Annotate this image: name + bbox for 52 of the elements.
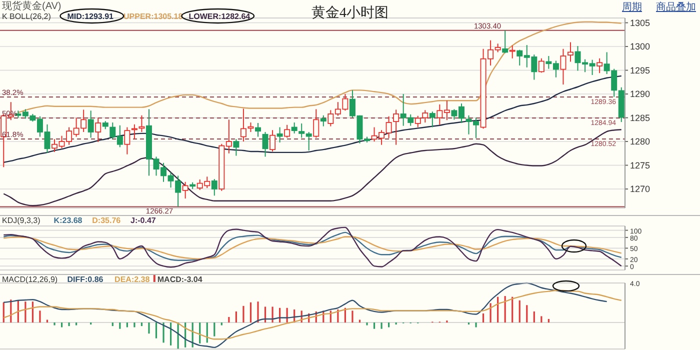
line-series (3, 232, 622, 261)
candlestick (88, 110, 94, 138)
candlestick (568, 42, 574, 62)
candlestick (255, 122, 261, 138)
candlestick (276, 126, 283, 143)
candlestick (95, 117, 102, 142)
candlestick (596, 58, 603, 74)
y-tick-label: 1290 (630, 89, 650, 99)
text: D:35.76 (92, 216, 122, 225)
text: DIFF:0.86 (67, 275, 104, 284)
text: UPPER:1305.18 (124, 12, 184, 21)
candlestick (211, 178, 218, 196)
text: J:-0.47 (130, 216, 156, 225)
text: LOWER:1282.64 (188, 12, 251, 21)
legend-title: K BOLL(26,2) (2, 12, 52, 21)
candlestick (284, 124, 290, 138)
y-tick-label: 1300 (630, 42, 650, 52)
y-tick-label: 1280 (630, 136, 650, 146)
chart-title: 黄金4小时图 (312, 5, 388, 21)
text: K:23.68 (54, 216, 83, 225)
candlestick (124, 126, 130, 155)
chart-subtitle: 现货黄金(AV) (2, 0, 62, 12)
candlestick (502, 30, 508, 54)
text: MID:1293.91 (67, 12, 114, 21)
line-series (3, 129, 622, 206)
candlestick (291, 122, 298, 134)
candlestick (320, 114, 326, 127)
y-tick-label: 1295 (630, 65, 650, 76)
text: 周期 (622, 1, 642, 13)
candlestick (538, 58, 544, 74)
candlestick (262, 132, 268, 158)
line-series (3, 226, 622, 268)
candlestick (182, 181, 188, 199)
y-tick-label: 1275 (630, 160, 650, 170)
legend-label: MACD:-3.04 (157, 275, 203, 284)
candlestick (509, 45, 516, 59)
candlestick (393, 109, 400, 146)
y-tick-label: 1270 (630, 184, 650, 194)
candlestick (429, 111, 436, 128)
candlestick (233, 138, 240, 156)
candlestick (422, 110, 428, 123)
candlestick (414, 115, 421, 128)
candlestick (270, 130, 276, 152)
legend-title: MACD(12,26,9) (2, 275, 58, 284)
y-tick-label: 1305 (630, 18, 650, 28)
candlestick (313, 108, 320, 138)
candlestick (560, 48, 566, 85)
line-series (3, 236, 622, 260)
text: 商品叠加 (656, 1, 696, 13)
text: DEA:2.38 (114, 275, 150, 284)
y-tick-label: 1285 (630, 112, 650, 123)
legend-title: KDJ(9,3,3) (2, 216, 41, 225)
